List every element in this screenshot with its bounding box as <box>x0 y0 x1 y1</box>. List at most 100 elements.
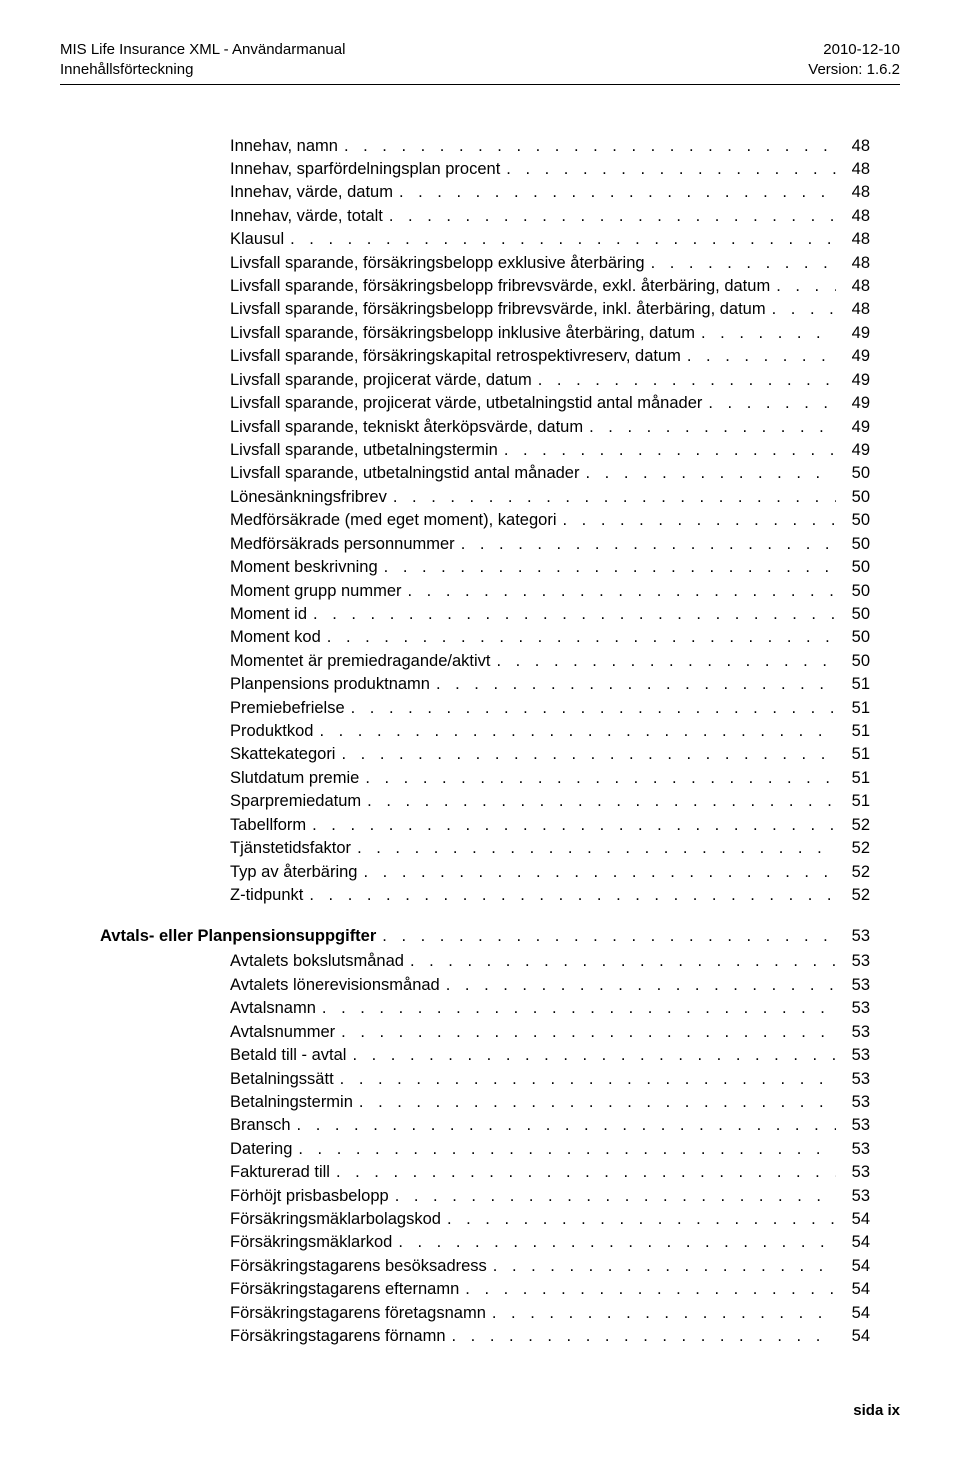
toc-page: 50 <box>836 462 870 485</box>
toc-row: Klausul48 <box>230 228 870 251</box>
toc-row: Planpensions produktnamn51 <box>230 673 870 696</box>
toc-row: Datering 53 <box>230 1138 870 1161</box>
toc-row: Typ av återbäring52 <box>230 861 870 884</box>
dot-leader <box>408 580 837 603</box>
dot-leader <box>538 369 836 392</box>
toc-page: 48 <box>836 228 870 251</box>
toc-page: 54 <box>836 1255 870 1278</box>
toc-row: Momentet är premiedragande/aktivt 50 <box>230 650 870 673</box>
toc-row: Livsfall sparande, projicerat värde, utb… <box>230 392 870 415</box>
toc-label: Medförsäkrads personnummer <box>230 533 461 556</box>
dot-leader <box>341 743 836 766</box>
toc-row: Premiebefrielse51 <box>230 697 870 720</box>
toc-label: Försäkringstagarens förnamn <box>230 1325 452 1348</box>
toc-label: Försäkringstagarens efternamn <box>230 1278 465 1301</box>
dot-leader <box>436 673 836 696</box>
toc-label: Z-tidpunkt <box>230 884 309 907</box>
dot-leader <box>389 205 836 228</box>
toc-row: Försäkringstagarens förnamn 54 <box>230 1325 870 1348</box>
header-subtitle: Innehållsförteckning <box>60 60 345 80</box>
toc-row: Avtalets bokslutsmånad53 <box>230 950 870 973</box>
dot-leader <box>290 228 836 251</box>
dot-leader <box>399 181 836 204</box>
toc-page: 54 <box>836 1325 870 1348</box>
dot-leader <box>446 974 836 997</box>
page-container: MIS Life Insurance XML - Användarmanual … <box>0 0 960 1459</box>
dot-leader <box>562 509 836 532</box>
page-header: MIS Life Insurance XML - Användarmanual … <box>60 40 900 85</box>
toc-label: Livsfall sparande, utbetalningstid antal… <box>230 462 585 485</box>
toc-page: 53 <box>836 1161 870 1184</box>
dot-leader <box>395 1185 836 1208</box>
toc-row: Z-tidpunkt 52 <box>230 884 870 907</box>
toc-label: Typ av återbäring <box>230 861 364 884</box>
dot-leader <box>298 1138 836 1161</box>
dot-leader <box>351 697 836 720</box>
toc-label: Livsfall sparande, projicerat värde, dat… <box>230 369 538 392</box>
toc-page: 48 <box>836 298 870 321</box>
toc-label: Moment beskrivning <box>230 556 384 579</box>
dot-leader <box>322 997 836 1020</box>
toc-label: Momentet är premiedragande/aktivt <box>230 650 496 673</box>
dot-leader <box>461 533 836 556</box>
toc-page: 50 <box>836 650 870 673</box>
toc-page: 48 <box>836 158 870 181</box>
dot-leader <box>384 556 836 579</box>
toc-label: Innehav, namn <box>230 135 344 158</box>
toc-page: 51 <box>836 720 870 743</box>
toc-row: Sparpremiedatum 51 <box>230 790 870 813</box>
toc-page: 48 <box>836 275 870 298</box>
toc-label: Livsfall sparande, tekniskt återköpsvärd… <box>230 416 589 439</box>
toc-row: Livsfall sparande, försäkringsbelopp fri… <box>230 275 870 298</box>
dot-leader <box>340 1068 836 1091</box>
toc-label: Försäkringstagarens företagsnamn <box>230 1302 492 1325</box>
toc-label: Planpensions produktnamn <box>230 673 436 696</box>
dot-leader <box>297 1114 836 1137</box>
dot-leader <box>701 322 836 345</box>
toc-row: Livsfall sparande, försäkringskapital re… <box>230 345 870 368</box>
toc-label: Slutdatum premie <box>230 767 365 790</box>
toc-label: Livsfall sparande, försäkringskapital re… <box>230 345 687 368</box>
toc-page: 53 <box>836 1068 870 1091</box>
toc-label: Livsfall sparande, försäkringsbelopp ink… <box>230 322 701 345</box>
dot-leader <box>504 439 836 462</box>
toc-label: Moment kod <box>230 626 327 649</box>
toc-page: 50 <box>836 486 870 509</box>
toc-page: 53 <box>836 1138 870 1161</box>
toc-row: Innehav, värde, datum48 <box>230 181 870 204</box>
toc-label: Medförsäkrade (med eget moment), kategor… <box>230 509 562 532</box>
dot-leader <box>336 1161 836 1184</box>
toc-group-2: Avtalets bokslutsmånad53Avtalets lönerev… <box>230 950 870 1348</box>
toc-label: Moment grupp nummer <box>230 580 408 603</box>
toc-row: Livsfall sparande, försäkringsbelopp exk… <box>230 252 870 275</box>
toc-label: Livsfall sparande, försäkringsbelopp fri… <box>230 275 776 298</box>
toc-row: Avtalsnamn53 <box>230 997 870 1020</box>
toc-page: 50 <box>836 556 870 579</box>
toc-label: Datering <box>230 1138 298 1161</box>
toc-row: Livsfall sparande, projicerat värde, dat… <box>230 369 870 392</box>
toc-label: Tabellform <box>230 814 312 837</box>
toc-row: Moment beskrivning 50 <box>230 556 870 579</box>
header-version: Version: 1.6.2 <box>808 60 900 80</box>
toc-label: Sparpremiedatum <box>230 790 367 813</box>
toc-section-heading: Avtals- eller Planpensionsuppgifter 53 <box>100 927 870 946</box>
dot-leader <box>493 1255 836 1278</box>
toc-page: 49 <box>836 369 870 392</box>
toc-page: 48 <box>836 135 870 158</box>
toc-page: 53 <box>836 1091 870 1114</box>
toc-label: Produktkod <box>230 720 319 743</box>
dot-leader <box>365 767 836 790</box>
toc-page: 53 <box>836 950 870 973</box>
dot-leader <box>410 950 836 973</box>
section-title: Avtals- eller Planpensionsuppgifter <box>100 927 382 946</box>
toc-page: 52 <box>836 884 870 907</box>
toc-label: Moment id <box>230 603 313 626</box>
toc-page: 53 <box>836 1185 870 1208</box>
toc-page: 51 <box>836 790 870 813</box>
toc-label: Förhöjt prisbasbelopp <box>230 1185 395 1208</box>
dot-leader <box>651 252 836 275</box>
toc-row: Livsfall sparande, försäkringsbelopp ink… <box>230 322 870 345</box>
toc-row: Tjänstetidsfaktor52 <box>230 837 870 860</box>
toc-label: Premiebefrielse <box>230 697 351 720</box>
toc-row: Livsfall sparande, utbetalningstid antal… <box>230 462 870 485</box>
